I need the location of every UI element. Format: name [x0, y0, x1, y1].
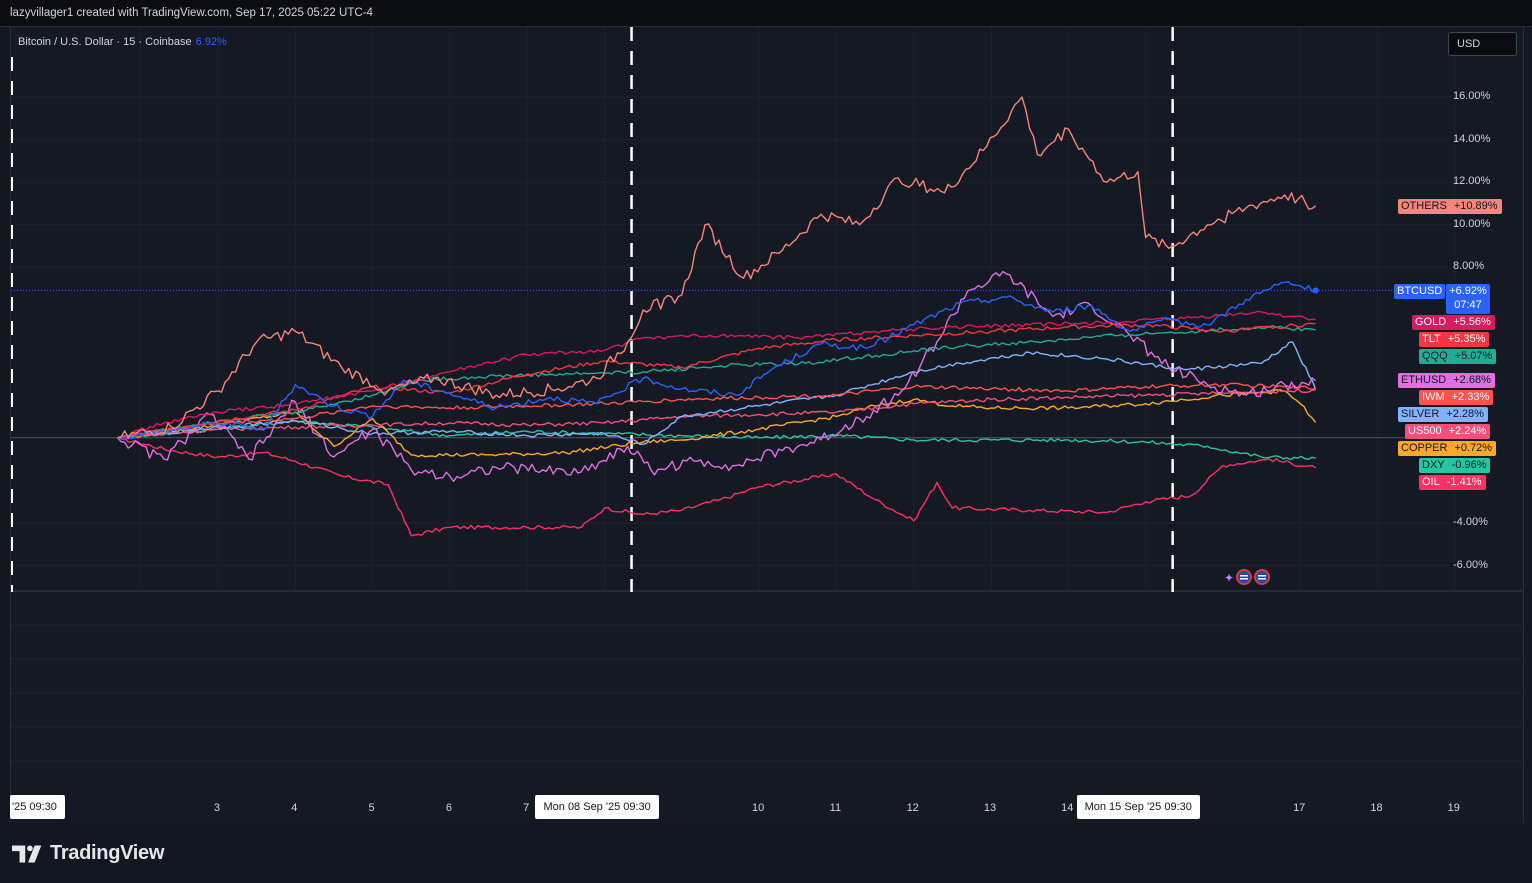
x-tick-label: 5 [368, 802, 375, 814]
btcusd-tag-value: +6.92% [1449, 285, 1487, 297]
series-tag-name: GOLD [1412, 315, 1450, 330]
y-tick-label: -4.00% [1453, 516, 1488, 528]
y-tick-label: 14.00% [1453, 132, 1491, 145]
x-tick-label: 12 [906, 802, 919, 814]
series-line-gold [117, 310, 1316, 440]
x-tick-label: 4 [291, 802, 298, 814]
tradingview-logo-text: TradingView [50, 842, 165, 864]
series-line-iwm [117, 382, 1316, 440]
series-tag-value: +0.72% [1450, 441, 1497, 456]
series-line-us500 [117, 388, 1316, 440]
symbol-change: 6.92% [195, 36, 227, 48]
y-tick-label: -6.00% [1453, 558, 1488, 571]
series-tag-copper: COPPER +0.72% [1398, 441, 1497, 456]
series-tag-value: +5.56% [1449, 315, 1495, 330]
series-tag-name: TLT [1419, 332, 1444, 347]
series-tag-value: -1.41% [1442, 475, 1486, 490]
series-tag-us500: US500 +2.24% [1405, 424, 1491, 439]
series-line-tlt [117, 322, 1316, 439]
series-tag-dxy: DXY -0.96% [1419, 458, 1491, 473]
series-tag-value: +2.28% [1442, 407, 1488, 422]
series-line-others [117, 96, 1317, 439]
series-line-silver [117, 341, 1317, 445]
x-highlight-label: Mon 08 Sep '25 09:30 [535, 795, 659, 819]
x-tick-label: 6 [445, 802, 452, 814]
series-line-ethusd [116, 270, 1317, 482]
x-tick-label: 3 [213, 802, 221, 814]
series-tag-value: +2.68% [1449, 373, 1495, 388]
author-credit: lazyvillager1 created with TradingView.c… [10, 7, 373, 19]
x-tick-label: 10 [751, 802, 765, 814]
chart-frame[interactable] [10, 27, 1524, 823]
tradingview-logo[interactable]: TradingView [12, 842, 164, 865]
x-tick-label: 14 [1061, 802, 1074, 814]
symbol-legend[interactable]: Bitcoin / U.S. Dollar · 15 · Coinbase 6.9… [18, 36, 227, 48]
series-tag-oil: OIL -1.41% [1419, 475, 1486, 490]
btcusd-last-point [1312, 287, 1319, 294]
btcusd-countdown: 07:47 [1454, 299, 1482, 311]
us-flag-economic-events-icon[interactable]: ✦ [1222, 567, 1274, 587]
series-tag-ethusd: ETHUSD +2.68% [1398, 373, 1495, 388]
y-tick-label: 10.00% [1453, 217, 1491, 230]
symbol-name: Bitcoin / U.S. Dollar · 15 · Coinbase [18, 36, 192, 48]
series-line-copper [117, 389, 1317, 458]
tradingview-logo-icon [12, 845, 42, 862]
x-highlight-label: Mon 15 Sep '25 09:30 [1076, 795, 1200, 819]
series-line-qqq [117, 325, 1316, 439]
series-tag-value: -0.96% [1447, 458, 1491, 473]
series-tag-value: +5.07% [1450, 349, 1497, 364]
x-tick-label: 17 [1293, 802, 1306, 814]
series-tag-name: OIL [1419, 475, 1443, 490]
top-bar: lazyvillager1 created with TradingView.c… [0, 0, 1532, 27]
x-tick-label: 11 [829, 802, 842, 814]
x-highlight-label: '25 09:30 [10, 795, 65, 819]
series-tag-gold: GOLD +5.56% [1412, 315, 1495, 330]
series-tag-value: +2.33% [1447, 390, 1494, 405]
series-tag-name: ETHUSD [1398, 373, 1450, 388]
y-tick-label: 16.00% [1453, 90, 1491, 102]
x-tick-label: 7 [523, 802, 530, 814]
chart-plot[interactable] [11, 27, 1523, 823]
series-line-oil [117, 436, 1316, 537]
currency-button[interactable]: USD [1448, 32, 1517, 56]
series-tag-name: COPPER [1398, 441, 1451, 456]
series-tag-name: DXY [1419, 458, 1448, 473]
series-line-dxy [117, 419, 1316, 461]
series-tag-silver: SILVER +2.28% [1398, 407, 1488, 422]
series-tag-qqq: QQQ +5.07% [1419, 349, 1497, 364]
series-line-btcusd [117, 281, 1316, 441]
btcusd-tag-name: BTCUSD [1394, 284, 1446, 299]
series-tag-iwm: IWM +2.33% [1419, 390, 1494, 405]
series-tag-value: +10.89% [1449, 199, 1502, 214]
btcusd-tag-box: +6.92% 07:47 [1446, 284, 1490, 314]
series-tag-name: OTHERS [1398, 199, 1450, 214]
series-tag-name: QQQ [1419, 349, 1451, 364]
x-tick-label: 18 [1370, 802, 1383, 814]
series-tag-others: OTHERS +10.89% [1398, 199, 1502, 214]
x-tick-label: 13 [983, 802, 997, 814]
series-tag-tlt: TLT +5.35% [1419, 332, 1490, 347]
series-tag-name: IWM [1419, 390, 1448, 405]
x-tick-label: 19 [1447, 802, 1460, 814]
series-tag-value: +2.24% [1444, 424, 1491, 439]
series-tag-value: +5.35% [1443, 332, 1490, 347]
y-tick-label: 12.00% [1453, 175, 1491, 188]
series-tag-name: SILVER [1398, 407, 1443, 422]
series-tag-name: US500 [1405, 424, 1445, 439]
svg-text:✦: ✦ [1224, 571, 1234, 585]
y-tick-label: 8.00% [1453, 260, 1485, 273]
